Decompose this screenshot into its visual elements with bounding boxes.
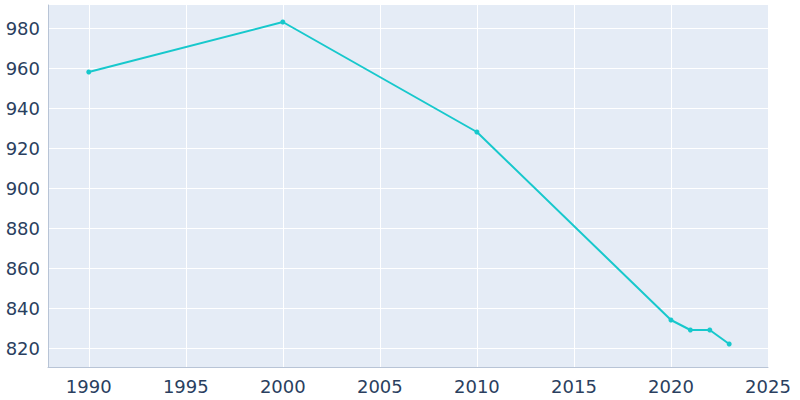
svg-text:1990: 1990	[66, 376, 112, 397]
svg-text:860: 860	[6, 258, 40, 279]
svg-text:960: 960	[6, 58, 40, 79]
svg-text:900: 900	[6, 178, 40, 199]
svg-text:980: 980	[6, 18, 40, 39]
svg-text:2025: 2025	[745, 376, 791, 397]
svg-text:2020: 2020	[648, 376, 694, 397]
svg-text:820: 820	[6, 338, 40, 359]
svg-text:2015: 2015	[551, 376, 597, 397]
svg-text:2010: 2010	[454, 376, 500, 397]
svg-text:2000: 2000	[260, 376, 306, 397]
svg-text:880: 880	[6, 218, 40, 239]
svg-text:840: 840	[6, 298, 40, 319]
svg-text:2005: 2005	[357, 376, 403, 397]
svg-text:1995: 1995	[163, 376, 209, 397]
svg-text:940: 940	[6, 98, 40, 119]
svg-text:920: 920	[6, 138, 40, 159]
